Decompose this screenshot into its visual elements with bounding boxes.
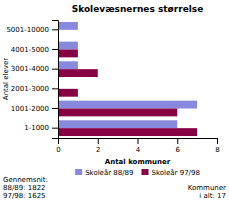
x-tick: 6 xyxy=(176,138,181,154)
footer-line: i alt: 17 xyxy=(199,192,226,200)
x-tick-label: 4 xyxy=(136,146,141,154)
y-tick-mark xyxy=(52,49,58,50)
footer-line: Gennemsnit: xyxy=(3,176,48,184)
x-tick-label: 8 xyxy=(215,146,219,154)
legend-label: Skoleår 88/89 xyxy=(85,168,133,177)
y-tick-mark xyxy=(52,69,58,70)
title: Skolevæsnernes størrelse xyxy=(72,4,204,14)
y-tick-label: 3001-4000 xyxy=(11,65,49,73)
x-axis-title: Antal kommuner xyxy=(105,158,171,166)
legend-item: Skoleår 88/89 xyxy=(75,168,133,177)
y-tick: 1-1000 xyxy=(24,124,58,132)
y-tick-mark xyxy=(52,88,58,89)
bar xyxy=(58,69,98,77)
bars xyxy=(58,22,197,136)
legend: Skoleår 88/89 Skoleår 97/98 xyxy=(75,168,200,177)
y-tick-mark xyxy=(52,29,58,30)
bar xyxy=(58,61,78,69)
y-axis: 1-1000 1001-2000 2001-3000 3001-4000 4001-50… xyxy=(6,21,58,139)
x-axis: 0 2 4 6 8 xyxy=(56,138,219,154)
x-axis-line xyxy=(59,139,218,145)
y-tick-label: 1-1000 xyxy=(24,124,49,132)
x-tick-label: 6 xyxy=(176,146,181,154)
y-axis-line xyxy=(52,21,59,139)
x-tick: 2 xyxy=(96,138,100,154)
chart: 0 2 4 6 8 1-1000 1001-2000 2001-3000 3001-4000 40… xyxy=(0,0,229,202)
bar xyxy=(58,101,197,109)
bar xyxy=(58,89,78,97)
y-tick-mark xyxy=(52,108,58,109)
y-axis-title: Antal elever xyxy=(2,58,10,100)
bar xyxy=(58,42,78,50)
y-tick-label: 2001-3000 xyxy=(11,85,49,93)
y-tick-label: 5001-10000 xyxy=(6,26,49,34)
x-tick-mark xyxy=(177,138,178,144)
bar xyxy=(58,128,197,136)
plot: 0 2 4 6 8 1-1000 1001-2000 2001-3000 3001-4000 40… xyxy=(6,21,219,154)
x-tick-mark xyxy=(98,138,99,144)
footer-line: 97/98: 1625 xyxy=(3,192,46,200)
footer-line: 88/89: 1822 xyxy=(3,184,46,192)
legend-swatch xyxy=(142,169,149,175)
bar xyxy=(58,50,78,58)
legend-swatch xyxy=(75,169,82,175)
x-tick-label: 2 xyxy=(96,146,100,154)
bar xyxy=(58,22,78,30)
y-tick-label: 4001-5000 xyxy=(11,46,49,54)
x-tick-label: 0 xyxy=(56,146,60,154)
x-tick: 4 xyxy=(136,138,141,154)
footer-text: Kommuneri alt: 17 xyxy=(188,184,226,200)
y-tick: 5001-10000 xyxy=(6,26,58,34)
y-tick: 2001-3000 xyxy=(11,85,58,93)
footer-line: Kommuner xyxy=(188,184,226,192)
x-tick: 8 xyxy=(215,138,219,154)
x-tick: 0 xyxy=(56,138,60,154)
legend-label: Skoleår 97/98 xyxy=(152,168,200,177)
y-tick: 1001-2000 xyxy=(11,105,58,113)
legend-item: Skoleår 97/98 xyxy=(142,168,200,177)
y-tick-mark xyxy=(52,128,58,129)
x-tick-mark xyxy=(138,138,139,144)
y-tick: 4001-5000 xyxy=(11,46,58,54)
y-tick: 3001-4000 xyxy=(11,65,58,73)
footer-text: Gennemsnit:88/89: 182297/98: 1625 xyxy=(3,176,48,200)
x-tick-mark xyxy=(217,138,218,144)
bar xyxy=(58,120,177,128)
bar xyxy=(58,109,177,117)
y-tick-label: 1001-2000 xyxy=(11,105,49,113)
